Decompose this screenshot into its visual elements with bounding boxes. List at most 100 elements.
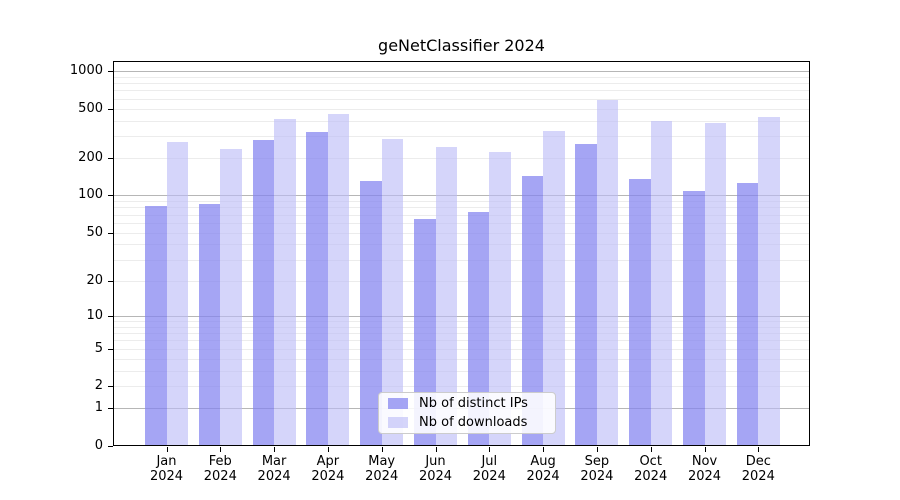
legend-label-distinct-ips: Nb of distinct IPs	[419, 396, 528, 411]
x-tick-jun	[436, 447, 437, 452]
gridline-80	[113, 207, 810, 208]
bar-distinct-ips-sep	[575, 144, 597, 446]
x-label-year: 2024	[687, 469, 722, 484]
gridline-60	[113, 223, 810, 224]
y-label-10: 10	[86, 308, 103, 323]
gridline-2	[113, 386, 810, 387]
bar-downloads-dec	[758, 116, 780, 446]
gridline-7	[113, 333, 810, 334]
bar-distinct-ips-dec	[736, 182, 759, 446]
gridline-40	[113, 244, 810, 245]
x-tick-may	[382, 447, 383, 452]
bar-downloads-aug	[543, 131, 565, 446]
x-tick-mar	[274, 447, 275, 452]
bar-downloads-may	[381, 139, 404, 446]
y-tick-100	[108, 195, 113, 196]
bar-distinct-ips-mar	[252, 140, 275, 446]
axis-frame	[113, 61, 810, 446]
y-label-2: 2	[94, 378, 103, 393]
legend-swatch-downloads	[388, 417, 408, 428]
bar-distinct-ips-nov	[683, 191, 705, 446]
gridline-600	[113, 99, 810, 100]
x-label-jul: Jul 2024	[462, 454, 516, 484]
x-tick-apr	[328, 447, 329, 452]
y-label-1000: 1000	[69, 63, 103, 78]
y-label-50: 50	[86, 225, 103, 240]
gridline-6	[113, 340, 810, 341]
y-label-20: 20	[86, 273, 103, 288]
gridline-300	[113, 136, 810, 137]
bar-distinct-ips-jun	[414, 218, 436, 446]
x-tick-sep	[597, 447, 598, 452]
y-tick-0	[108, 446, 113, 447]
x-label-year: 2024	[634, 469, 668, 484]
y-tick-2	[108, 386, 113, 387]
x-label-year: 2024	[418, 469, 453, 484]
bar-downloads-jul	[489, 152, 511, 446]
x-tick-jan	[167, 447, 168, 452]
gridline-10	[113, 316, 810, 317]
y-label-5: 5	[94, 341, 103, 356]
x-label-feb: Feb 2024	[193, 454, 247, 484]
y-tick-5	[108, 349, 113, 350]
x-label-year: 2024	[257, 469, 291, 484]
gridline-5	[113, 349, 810, 350]
gridline-30	[113, 260, 810, 261]
y-label-500: 500	[78, 101, 103, 116]
x-tick-oct	[651, 447, 652, 452]
legend-swatch-distinct-ips	[388, 398, 408, 409]
gridline-200	[113, 158, 810, 159]
x-label-year: 2024	[311, 469, 345, 484]
chart-title: geNetClassifier 2024	[378, 36, 545, 55]
x-label-jan: Jan 2024	[140, 454, 194, 484]
bar-downloads-oct	[650, 120, 673, 446]
gridline-500	[113, 109, 810, 110]
gridline-1000	[113, 71, 810, 72]
gridline-900	[113, 77, 810, 78]
x-label-year: 2024	[741, 469, 775, 484]
bar-downloads-feb	[220, 149, 242, 446]
legend: Nb of distinct IPs Nb of downloads	[378, 392, 556, 434]
bar-downloads-mar	[274, 119, 296, 446]
y-tick-20	[108, 281, 113, 282]
x-label-dec: Dec 2024	[731, 454, 785, 484]
legend-item-distinct-ips: Nb of distinct IPs	[379, 394, 555, 413]
bar-distinct-ips-feb	[198, 204, 221, 446]
y-tick-1000	[108, 71, 113, 72]
bar-downloads-apr	[327, 114, 350, 446]
y-tick-1	[108, 408, 113, 409]
y-tick-200	[108, 158, 113, 159]
gridline-90	[113, 201, 810, 202]
legend-item-downloads: Nb of downloads	[379, 413, 555, 432]
gridline-400	[113, 121, 810, 122]
bar-distinct-ips-aug	[521, 176, 544, 446]
x-label-aug: Aug 2024	[516, 454, 570, 484]
x-label-year: 2024	[472, 469, 506, 484]
bar-downloads-jun	[435, 146, 457, 446]
bar-distinct-ips-oct	[629, 179, 651, 446]
gridline-9	[113, 321, 810, 322]
bar-distinct-ips-apr	[306, 131, 328, 446]
bar-distinct-ips-jan	[145, 205, 167, 446]
x-label-year: 2024	[149, 469, 184, 484]
x-label-year: 2024	[365, 469, 399, 484]
bar-distinct-ips-may	[360, 180, 382, 446]
gridline-700	[113, 90, 810, 91]
x-label-nov: Nov 2024	[678, 454, 732, 484]
y-label-0: 0	[94, 438, 103, 453]
x-label-year: 2024	[580, 469, 614, 484]
y-label-200: 200	[78, 150, 103, 165]
x-label-may: May 2024	[355, 454, 409, 484]
x-label-year: 2024	[203, 469, 237, 484]
x-tick-jul	[489, 447, 490, 452]
gridline-800	[113, 83, 810, 84]
y-label-1: 1	[94, 400, 103, 415]
y-label-100: 100	[78, 187, 103, 202]
y-tick-10	[108, 316, 113, 317]
legend-label-downloads: Nb of downloads	[419, 415, 528, 430]
gridline-70	[113, 215, 810, 216]
gridline-100	[113, 195, 810, 196]
y-tick-50	[108, 233, 113, 234]
x-label-sep: Sep 2024	[570, 454, 624, 484]
